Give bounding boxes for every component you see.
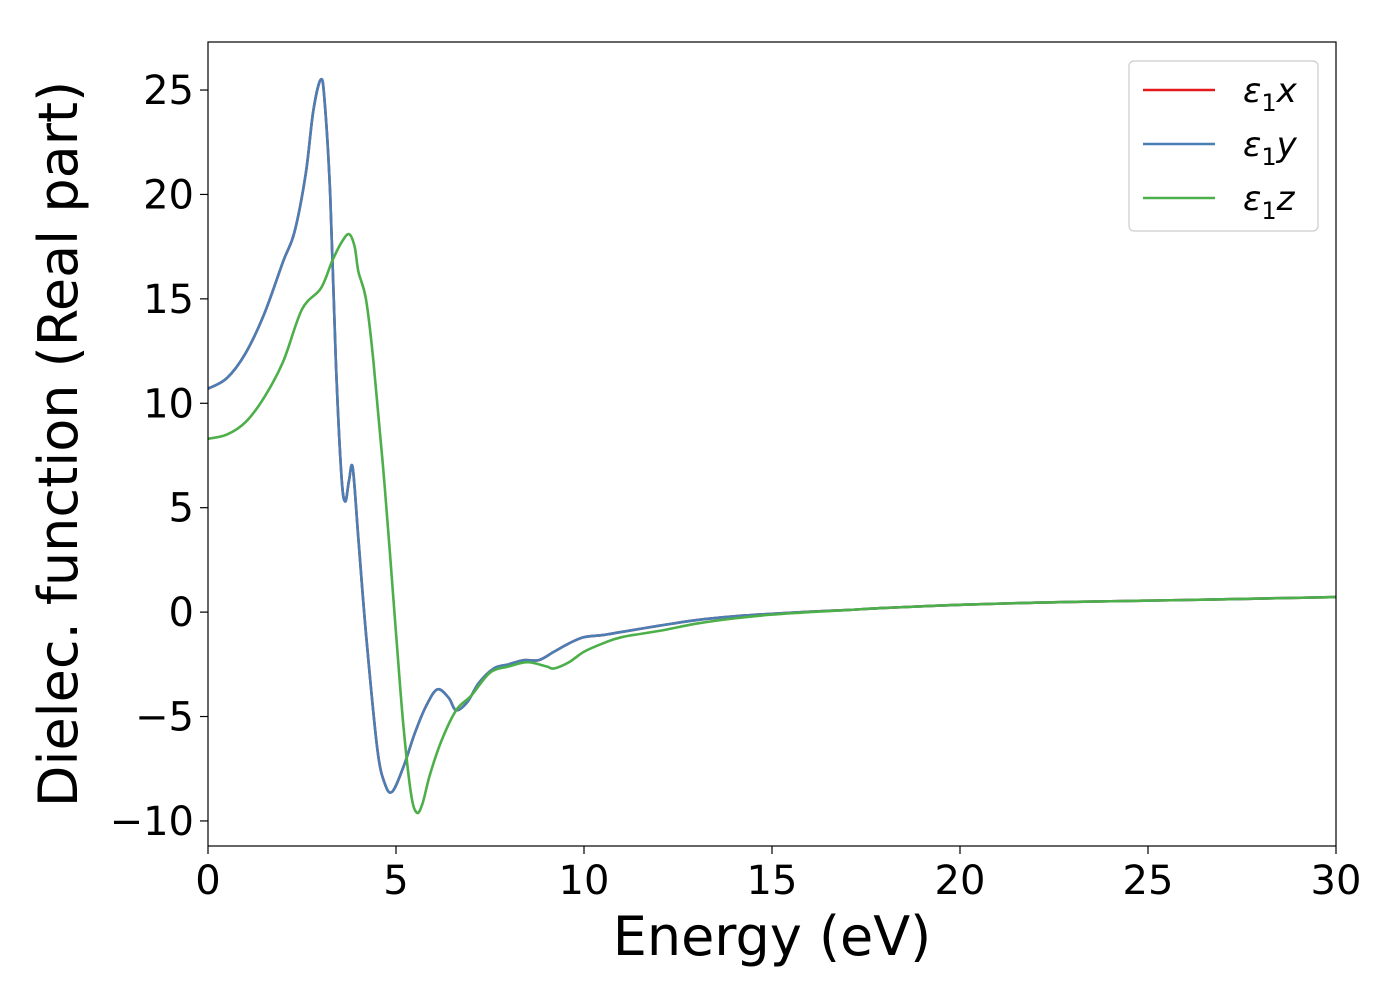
x-tick-label: 10 bbox=[559, 858, 610, 904]
x-axis-title: Energy (eV) bbox=[613, 905, 932, 968]
y-tick-label: 20 bbox=[143, 172, 194, 218]
legend: ε1x ε1y ε1z bbox=[1128, 60, 1319, 232]
y-tick-label: 10 bbox=[143, 381, 194, 427]
x-tick-label: 25 bbox=[1123, 858, 1174, 904]
x-axis-ticks: 0 5 10 15 20 25 30 bbox=[195, 846, 1361, 904]
y-tick-label: 25 bbox=[143, 68, 194, 114]
legend-label-z: ε1z bbox=[1243, 179, 1296, 225]
series-layer bbox=[208, 77, 1336, 815]
legend-box bbox=[1128, 60, 1319, 232]
x-tick-label: 15 bbox=[747, 858, 798, 904]
y-tick-label: −5 bbox=[135, 695, 194, 741]
x-tick-label: 30 bbox=[1311, 858, 1362, 904]
y-axis-title: Dielec. function (Real part) bbox=[27, 81, 90, 807]
y-tick-label: −10 bbox=[110, 799, 194, 845]
series-line-z bbox=[208, 232, 1336, 815]
y-tick-label: 0 bbox=[169, 590, 194, 636]
x-tick-label: 0 bbox=[195, 858, 220, 904]
x-tick-label: 20 bbox=[935, 858, 986, 904]
y-tick-label: 15 bbox=[143, 277, 194, 323]
y-axis-ticks: −10 −5 0 5 10 15 20 25 bbox=[110, 68, 208, 845]
x-tick-label: 5 bbox=[383, 858, 408, 904]
legend-label-y: ε1y bbox=[1243, 125, 1298, 171]
y-tick-label: 5 bbox=[169, 486, 194, 532]
legend-label-x: ε1x bbox=[1243, 71, 1298, 117]
